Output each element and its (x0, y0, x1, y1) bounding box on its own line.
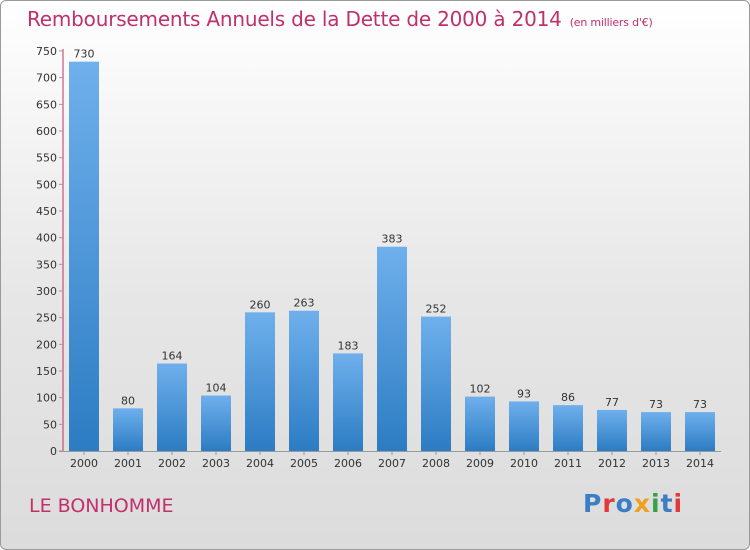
logo-letter: i (651, 489, 661, 518)
bar (377, 246, 407, 451)
y-tick-label: 550 (36, 152, 57, 165)
data-label: 93 (517, 387, 531, 400)
x-tick-label: 2000 (70, 457, 98, 470)
bar (553, 405, 583, 451)
logo-letter: i (673, 489, 684, 518)
place-name: LE BONHOMME (29, 495, 174, 517)
bar (289, 310, 319, 451)
data-label: 104 (206, 382, 227, 395)
y-tick-label: 600 (36, 125, 57, 138)
y-tick-label: 0 (50, 445, 57, 458)
y-tick-label: 450 (36, 205, 57, 218)
y-tick-label: 200 (36, 338, 57, 351)
chart-unit-note: (en milliers d'€) (569, 16, 653, 29)
y-tick-label: 50 (43, 418, 57, 431)
y-tick-label: 750 (36, 45, 57, 58)
y-tick-label: 400 (36, 232, 57, 245)
bar (333, 353, 363, 451)
x-tick-label: 2013 (642, 457, 670, 470)
x-tick-label: 2003 (202, 457, 230, 470)
x-tick-label: 2008 (422, 457, 450, 470)
bar (509, 401, 539, 451)
x-tick-label: 2009 (466, 457, 494, 470)
data-label: 183 (338, 339, 359, 352)
x-tick-label: 2012 (598, 457, 626, 470)
y-tick-label: 650 (36, 98, 57, 111)
bar (597, 409, 627, 451)
logo-letter: r (602, 489, 616, 518)
chart-title-text: Remboursements Annuels de la Dette de 20… (27, 7, 562, 31)
bar (641, 412, 671, 451)
x-tick-label: 2006 (334, 457, 362, 470)
data-label: 164 (162, 350, 183, 363)
bar (421, 316, 451, 451)
y-tick-label: 350 (36, 258, 57, 271)
bar (157, 363, 187, 451)
x-tick-label: 2002 (158, 457, 186, 470)
x-tick-label: 2004 (246, 457, 274, 470)
bar (245, 312, 275, 451)
data-label: 252 (426, 303, 447, 316)
x-tick-label: 2011 (554, 457, 582, 470)
data-label: 77 (605, 396, 619, 409)
chart-title: Remboursements Annuels de la Dette de 20… (27, 7, 653, 31)
bar (201, 395, 231, 451)
data-label: 80 (121, 394, 135, 407)
y-tick-label: 250 (36, 312, 57, 325)
data-label: 73 (649, 398, 663, 411)
data-label: 260 (250, 298, 271, 311)
data-label: 86 (561, 391, 575, 404)
bar (685, 412, 715, 451)
x-tick-label: 2001 (114, 457, 142, 470)
proxiti-logo: Proxiti (583, 489, 683, 518)
bar (113, 408, 143, 451)
data-label: 730 (74, 48, 95, 61)
y-tick-label: 150 (36, 365, 57, 378)
y-tick-label: 700 (36, 72, 57, 85)
logo-letter: x (633, 489, 651, 518)
x-tick-label: 2005 (290, 457, 318, 470)
data-label: 73 (693, 398, 707, 411)
bar (69, 61, 99, 452)
y-tick-label: 100 (36, 392, 57, 405)
data-label: 263 (294, 297, 315, 310)
logo-letter: t (660, 489, 674, 518)
x-tick-label: 2014 (686, 457, 714, 470)
logo-letter: P (583, 489, 603, 518)
y-tick-label: 500 (36, 178, 57, 191)
logo-letter: o (615, 489, 634, 518)
x-tick-label: 2010 (510, 457, 538, 470)
y-tick-label: 300 (36, 285, 57, 298)
x-tick-label: 2007 (378, 457, 406, 470)
bar (465, 396, 495, 451)
data-label: 383 (382, 233, 403, 246)
data-label: 102 (470, 383, 491, 396)
